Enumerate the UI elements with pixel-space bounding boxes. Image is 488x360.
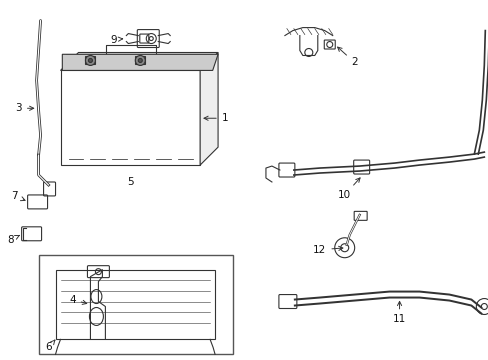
Text: 9: 9 <box>110 35 122 45</box>
Circle shape <box>138 58 142 62</box>
Bar <box>39 255 233 354</box>
Text: 2: 2 <box>337 47 357 67</box>
Polygon shape <box>61 53 218 71</box>
Bar <box>61 71 200 165</box>
Circle shape <box>85 55 95 66</box>
Text: 6: 6 <box>45 340 55 352</box>
Text: 3: 3 <box>15 103 34 113</box>
Text: 12: 12 <box>312 245 342 255</box>
Circle shape <box>135 55 145 66</box>
Text: 11: 11 <box>392 301 406 324</box>
Text: 5: 5 <box>127 177 133 187</box>
Text: 4: 4 <box>69 294 86 305</box>
Text: 10: 10 <box>338 178 359 200</box>
Text: 1: 1 <box>203 113 228 123</box>
Polygon shape <box>66 54 212 60</box>
Polygon shape <box>200 53 218 165</box>
Text: 7: 7 <box>11 191 25 201</box>
Text: 8: 8 <box>7 235 20 245</box>
Bar <box>135 57 145 64</box>
Circle shape <box>88 58 92 62</box>
Polygon shape <box>62 54 218 71</box>
Bar <box>85 57 95 64</box>
